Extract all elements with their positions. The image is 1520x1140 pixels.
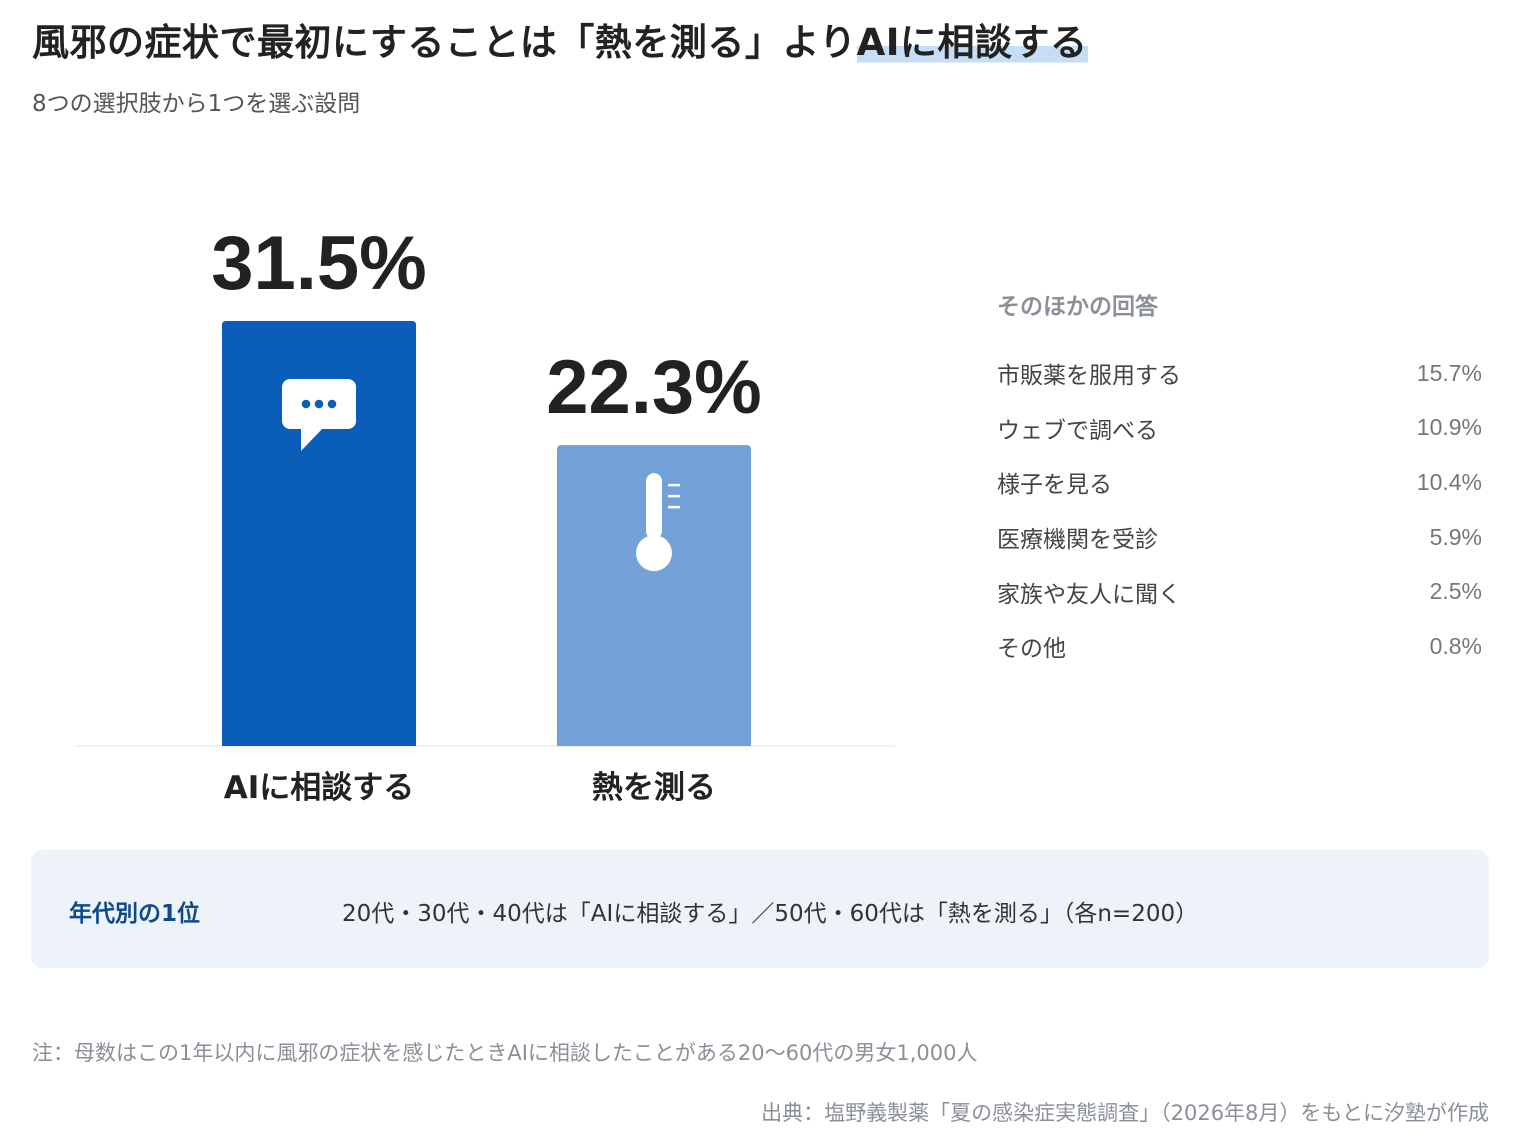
title-main: 風邪の症状で最初にすることは「熱を測る」より (32, 21, 857, 64)
other-answer-value: 15.7% (1416, 359, 1482, 386)
bar-value-label: 31.5% (211, 221, 427, 306)
source-credit: 出典：塩野義製薬「夏の感染症実態調査」（2026年8月）をもとに汐塾が作成 (761, 1101, 1489, 1125)
page-subtitle: 8つの選択肢から1つを選ぶ設問 (32, 91, 361, 117)
category-label: AIに相談する (224, 770, 415, 806)
other-answer-row: ウェブで調べる 10.9% (997, 401, 1482, 456)
bar-measure-temperature (557, 445, 751, 746)
other-answer-row: 家族や友人に聞く 2.5% (997, 564, 1482, 619)
title-highlight: AIに相談する (856, 21, 1088, 64)
other-answers-heading: そのほかの回答 (997, 294, 1158, 320)
other-answer-value: 10.9% (1416, 414, 1482, 441)
other-answer-row: 様子を見る 10.4% (997, 455, 1482, 510)
footnote: 注：母数はこの1年以内に風邪の症状を感じたときAIに相談したことがある20〜60… (32, 1041, 978, 1065)
other-answer-label: 市販薬を服用する (997, 363, 1181, 390)
age-ranking-key: 年代別の1位 (69, 901, 201, 927)
bar-chart: 31.5% AIに相談する 22.3% 熱を測る (77, 221, 895, 806)
other-answer-value: 2.5% (1429, 578, 1482, 605)
other-answer-label: 医療機関を受診 (997, 527, 1158, 554)
other-answer-value: 0.8% (1429, 632, 1482, 659)
other-answer-label: その他 (997, 636, 1066, 663)
other-answer-row: 市販薬を服用する 15.7% (997, 346, 1482, 401)
bar-ai-consult (222, 321, 416, 746)
other-answer-label: 様子を見る (997, 472, 1112, 499)
chat-bubble-icon (282, 379, 356, 451)
other-answer-value: 10.4% (1416, 468, 1482, 495)
other-answer-row: その他 0.8% (997, 619, 1482, 674)
bar-value-label: 22.3% (546, 345, 762, 430)
category-label: 熱を測る (592, 770, 716, 806)
page-title: 風邪の症状で最初にすることは「熱を測る」よりAIに相談する (32, 12, 1088, 66)
other-answer-label: ウェブで調べる (997, 417, 1158, 444)
age-ranking-text: 20代・30代・40代は「AIに相談する」／50代・60代は「熱を測る」（各n=… (342, 901, 1199, 927)
age-ranking-note: 年代別の1位 20代・30代・40代は「AIに相談する」／50代・60代は「熱を… (31, 850, 1489, 968)
other-answer-value: 5.9% (1429, 523, 1482, 550)
other-answers-list: 市販薬を服用する 15.7% ウェブで調べる 10.9% 様子を見る 10.4%… (997, 346, 1482, 674)
other-answer-row: 医療機関を受診 5.9% (997, 510, 1482, 565)
other-answer-label: 家族や友人に聞く (997, 581, 1181, 608)
thermometer-icon (636, 473, 680, 572)
